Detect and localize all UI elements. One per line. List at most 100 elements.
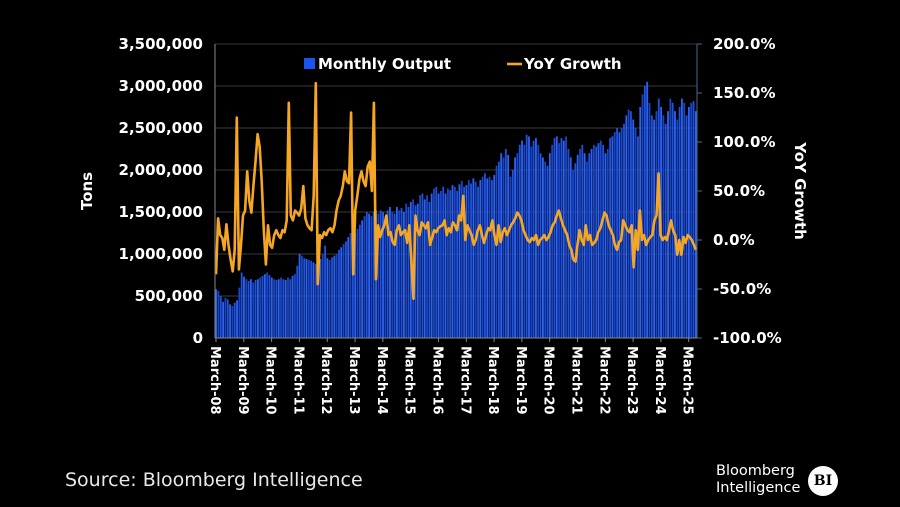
output-bar [393,213,396,338]
output-bar [349,233,352,338]
output-bar [226,299,229,338]
output-bar [470,183,472,338]
output-bar [263,274,266,338]
legend-swatch-monthly-output [304,58,315,69]
output-bar [233,302,236,338]
output-bar [685,115,688,339]
output-bar [331,257,333,338]
output-bar [493,175,496,338]
output-bar [275,280,278,338]
output-bar [338,249,340,338]
output-bar [419,195,421,338]
output-bar [354,233,357,338]
output-bar [667,111,669,338]
output-bar [215,289,218,338]
output-bar [259,277,262,338]
output-bar [616,128,618,338]
left-tick-label: 3,000,000 [119,77,203,95]
output-bar [433,188,435,338]
output-bar [421,193,424,338]
output-bar [414,205,417,338]
output-bar [351,228,354,338]
output-bar [335,254,338,338]
output-bar [676,119,679,338]
x-tick-label: March-14 [374,346,389,415]
right-tick-label: 200.0% [713,35,775,53]
output-bar [599,140,602,338]
combo-chart: 0 500,000 1,000,000 1,500,000 2,000,000 2,500… [78,35,809,415]
output-bar [449,190,452,338]
x-tick-label: March-15 [402,346,417,415]
x-tick-label: March-25 [680,346,695,415]
output-bar [655,111,658,338]
output-bar [555,136,558,338]
right-tick-label: 150.0% [713,84,775,102]
output-bar [544,161,547,338]
output-bar [516,153,519,338]
output-bar [333,255,336,338]
output-bar [479,180,482,338]
yoy-growth-line [214,81,698,301]
brand-line-2: Intelligence [716,480,801,496]
x-tick-label: March-19 [513,346,528,415]
output-bar [674,111,676,338]
output-bar [551,144,554,338]
output-bar [310,260,313,338]
source-note: Source: Bloomberg Intelligence [65,469,363,491]
output-bar [565,136,567,338]
output-bar [400,207,403,338]
x-tick-label: March-08 [207,346,222,415]
output-bar [491,180,493,338]
output-bar [574,163,577,338]
output-bar [407,206,410,338]
output-bar [312,262,315,338]
x-tick-label: March-11 [290,346,305,415]
output-bar [321,254,324,338]
legend-label-monthly-output: Monthly Output [318,55,451,73]
output-bar [386,210,389,338]
output-bar [446,188,449,338]
output-bar [671,102,674,338]
legend: Monthly Output YoY Growth [304,55,622,73]
output-bar [613,132,616,338]
output-bar [391,212,394,338]
right-tick-label: -100.0% [713,329,782,347]
output-bar [398,210,401,338]
output-bar [372,212,375,338]
output-bar [618,132,621,338]
output-bar [456,191,459,338]
output-bar [222,301,225,338]
output-bar [261,275,264,338]
output-bar [273,279,275,338]
output-bar [368,213,371,338]
output-bar [641,94,644,339]
x-tick-label: March-22 [596,346,611,415]
left-axis-label: Tons [78,172,96,210]
output-bar [379,210,382,338]
x-tick-label: March-24 [652,346,667,415]
output-bar [472,178,475,338]
left-tick-label: 3,500,000 [119,35,203,53]
output-bar [523,144,526,338]
output-bar [442,186,445,338]
output-bar [340,247,343,338]
output-bar [224,297,227,338]
output-bar [326,258,329,338]
output-bar [382,212,384,338]
x-tick-label: March-12 [318,346,333,415]
output-bar [384,216,387,338]
output-bar [342,243,345,338]
output-bar [377,213,380,338]
output-bar [247,280,250,338]
output-bar [632,119,635,338]
output-bar [231,306,234,338]
output-bar [284,280,287,338]
bi-logo-icon: BI [808,466,838,496]
x-tick-label: March-21 [569,346,584,415]
output-bar [548,153,551,338]
left-tick-label: 0 [193,329,203,347]
output-bar [662,115,665,339]
output-bar [579,149,581,338]
output-bar [238,287,241,338]
brand-wordmark: Bloomberg Intelligence [716,463,800,497]
